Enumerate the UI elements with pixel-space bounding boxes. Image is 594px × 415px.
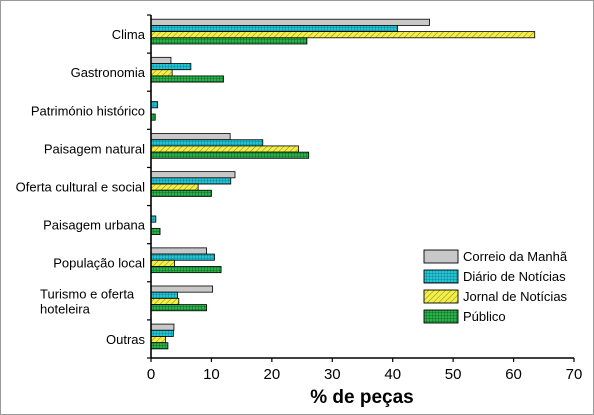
bar-jornal-de-noticias-paisagem-natural: [150, 145, 299, 153]
legend-swatch-jornal-de-noticias: [423, 289, 459, 304]
x-tick-label: 20: [264, 366, 281, 383]
category-label: Oferta cultural e social: [16, 180, 145, 195]
bar-publico-gastronomia: [150, 75, 224, 83]
bar-correio-da-manha-outras: [150, 323, 175, 331]
category-label: Turismo e oferta hoteleira: [40, 286, 135, 316]
x-tick-label: 10: [203, 366, 220, 383]
legend-label-jornal-de-noticias: Jornal de Notícias: [463, 289, 568, 304]
x-tick-label: 0: [147, 366, 155, 383]
category-label: Clima: [112, 27, 146, 42]
bar-correio-da-manha-oferta-cultural-e-social: [150, 171, 236, 179]
bar-publico-outras: [150, 342, 169, 350]
axes-layer: [147, 14, 575, 362]
legend-swatch-publico: [423, 309, 459, 324]
bar-diario-de-noticias-oferta-cultural-e-social: [150, 177, 232, 185]
bar-jornal-de-noticias-oferta-cultural-e-social: [150, 183, 199, 191]
x-tick-label: 40: [384, 366, 401, 383]
bar-diario-de-noticias-populacao-local: [150, 253, 215, 261]
bar-diario-de-noticias-patrimonio-historico: [150, 101, 159, 109]
bar-diario-de-noticias-outras: [150, 329, 174, 337]
x-tick-label: 70: [566, 366, 583, 383]
bar-correio-da-manha-clima: [150, 18, 430, 26]
bar-diario-de-noticias-turismo-e-oferta-hoteleira: [150, 291, 178, 299]
legend-swatch-correio-da-manha: [423, 249, 459, 264]
bar-publico-paisagem-urbana: [150, 227, 161, 235]
bar-jornal-de-noticias-turismo-e-oferta-hoteleira: [150, 297, 180, 305]
bar-publico-turismo-e-oferta-hoteleira: [150, 304, 207, 312]
bar-jornal-de-noticias-populacao-local: [150, 259, 175, 267]
category-label: Paisagem urbana: [43, 218, 146, 233]
bar-jornal-de-noticias-clima: [150, 31, 536, 39]
legend-label-publico: Público: [463, 309, 506, 324]
bar-jornal-de-noticias-outras: [150, 336, 166, 344]
x-tick-labels: 0 10 20 30 40 50 60 70: [147, 366, 583, 383]
bar-jornal-de-noticias-gastronomia: [150, 69, 173, 77]
category-label: População local: [53, 256, 145, 271]
bar-correio-da-manha-turismo-e-oferta-hoteleira: [150, 285, 214, 293]
bar-correio-da-manha-populacao-local: [150, 247, 207, 255]
bar-publico-oferta-cultural-e-social: [150, 189, 212, 197]
x-axis-title: % de peças: [310, 387, 414, 408]
bar-correio-da-manha-paisagem-natural: [150, 133, 231, 141]
category-label: Gastronomia: [71, 65, 146, 80]
category-label: Outras: [106, 332, 146, 347]
category-label: Património histórico: [31, 103, 145, 118]
bar-correio-da-manha-gastronomia: [150, 56, 172, 64]
x-tick-label: 30: [324, 366, 341, 383]
bar-publico-paisagem-natural: [150, 151, 310, 159]
category-label: Paisagem natural: [44, 141, 145, 156]
bars-layer: [150, 18, 536, 350]
x-tick-label: 60: [505, 366, 522, 383]
bar-diario-de-noticias-paisagem-natural: [150, 139, 264, 147]
bar-diario-de-noticias-clima: [150, 24, 398, 32]
category-labels: Clima Gastronomia Património histórico Pais…: [16, 27, 146, 347]
x-tick-label: 50: [445, 366, 462, 383]
bar-diario-de-noticias-gastronomia: [150, 63, 192, 71]
bar-publico-populacao-local: [150, 266, 222, 274]
legend-label-diario-de-noticias: Diário de Notícias: [463, 269, 566, 284]
legend-label-correio-da-manha: Correio da Manhã: [463, 249, 568, 264]
legend-swatch-diario-de-noticias: [423, 269, 459, 284]
legend: Correio da Manhã Diário de Notícias Jornal…: [423, 249, 568, 324]
bar-publico-clima: [150, 37, 308, 45]
